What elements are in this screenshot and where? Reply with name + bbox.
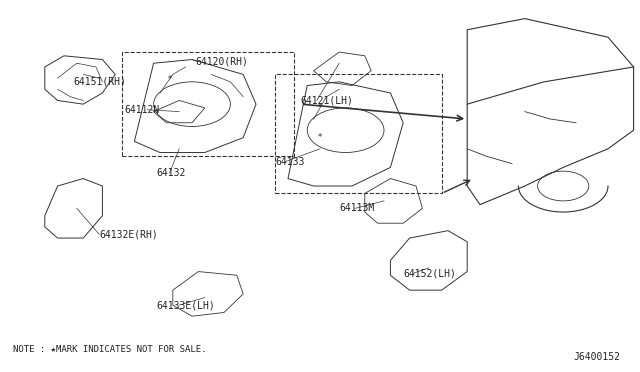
Text: *: * [168,76,172,84]
Text: 64120(RH): 64120(RH) [195,57,248,66]
Text: 64113M: 64113M [339,203,374,213]
Text: *: * [318,103,322,112]
Text: 64121(LH): 64121(LH) [301,96,354,105]
Text: NOTE : ★MARK INDICATES NOT FOR SALE.: NOTE : ★MARK INDICATES NOT FOR SALE. [13,345,206,354]
Text: 64112N: 64112N [125,105,160,115]
Text: 64133: 64133 [275,157,305,167]
Text: 64132E(RH): 64132E(RH) [99,230,158,239]
Text: 64152(LH): 64152(LH) [403,269,456,278]
Text: 64133E(LH): 64133E(LH) [157,300,216,310]
Text: *: * [318,133,322,142]
Bar [122,52,294,156]
Text: 64132: 64132 [157,168,186,178]
Text: 64151(RH): 64151(RH) [74,77,127,87]
Text: J6400152: J6400152 [574,352,621,362]
Bar [275,74,442,193]
